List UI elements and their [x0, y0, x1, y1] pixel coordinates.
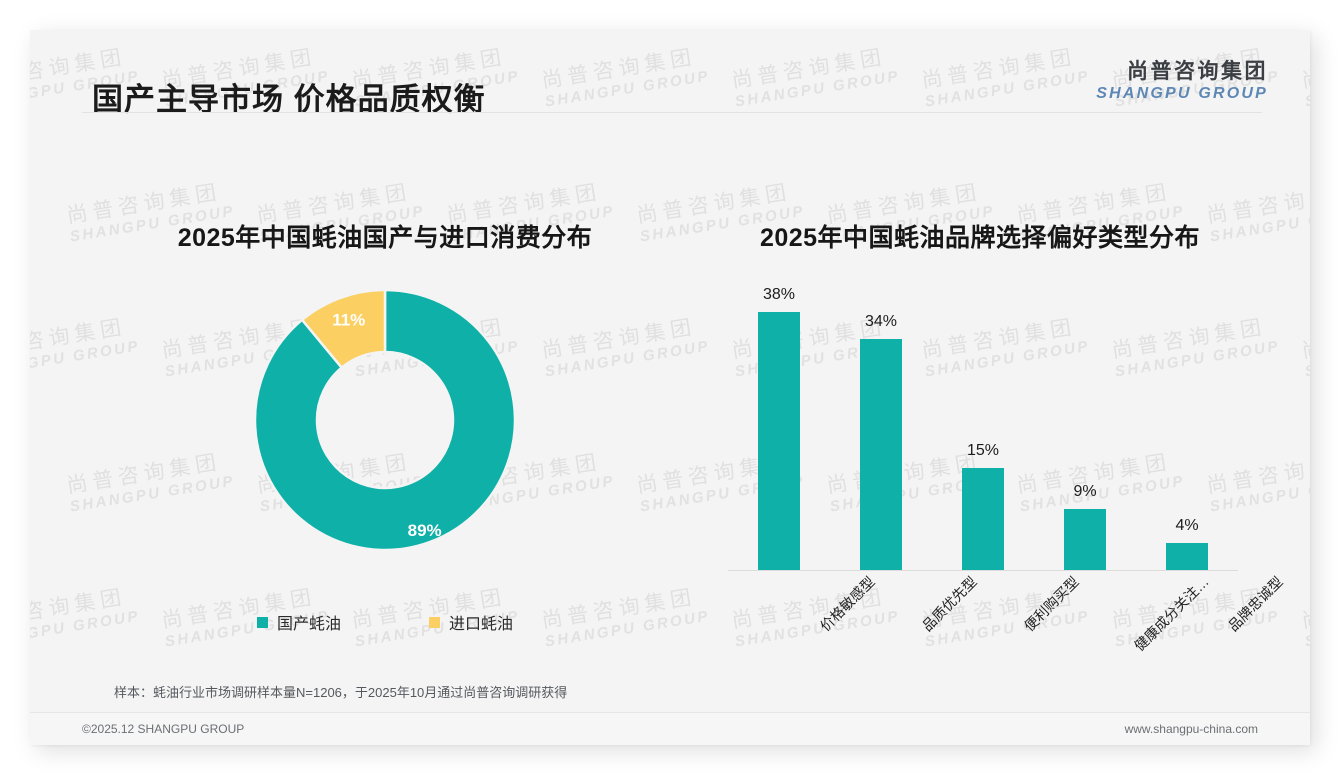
page-title: 国产主导市场 价格品质权衡 [92, 82, 486, 117]
donut-chart-area: 89% 11% [90, 270, 680, 570]
bar-column[interactable]: 15% [962, 285, 1004, 570]
slide-header: 国产主导市场 价格品质权衡 尚普咨询集团 SHANGPU GROUP [30, 30, 1310, 117]
bar-category-label: 品质优先型 [918, 573, 980, 635]
bar-column[interactable]: 38% [758, 285, 800, 570]
slide-footer: ©2025.12 SHANGPU GROUP www.shangpu-china… [30, 712, 1310, 745]
donut-chart-panel: 2025年中国蚝油国产与进口消费分布 89% 11% 国产蚝油 进口蚝油 [90, 190, 680, 670]
bar-value-label: 15% [966, 442, 1000, 460]
bar-value-label: 38% [762, 286, 796, 304]
bar-chart-tick-labels: 价格敏感型 品质优先型 便利购买型 健康成分关注… 品牌忠诚型 [728, 572, 1286, 662]
footnote-text: 样本：蚝油行业市场调研样本量N=1206，于2025年10月通过尚普咨询调研获得 [114, 685, 568, 700]
header-divider [82, 112, 1262, 113]
company-logo: 尚普咨询集团 SHANGPU GROUP [1096, 60, 1268, 103]
bar-value-label: 9% [1073, 482, 1097, 500]
bar-rect[interactable] [1166, 542, 1208, 570]
legend-label: 进口蚝油 [449, 616, 514, 633]
slide-card: 尚普咨询集团 SHANGPU GROUP 尚普咨询集团 SHANGPU GROUP 尚普… [30, 30, 1310, 745]
legend-swatch-icon [429, 616, 440, 628]
bar-value-label: 4% [1175, 516, 1199, 534]
donut-slice[interactable] [253, 288, 517, 552]
bar-column[interactable]: 4% [1166, 285, 1208, 570]
bar-chart-title: 2025年中国蚝油品牌选择偏好类型分布 [759, 224, 1201, 252]
bar-category-label: 健康成分关注… [1131, 573, 1212, 655]
footer-copyright: ©2025.12 SHANGPU GROUP [82, 722, 245, 736]
bar-chart-plot-area: 38% 34% 15% 9% 4% [728, 285, 1238, 571]
legend-item[interactable]: 进口蚝油 [429, 610, 513, 634]
donut-legend: 国产蚝油 进口蚝油 [90, 610, 680, 634]
bar-category-label: 价格敏感型 [816, 573, 878, 635]
bar-column[interactable]: 34% [860, 285, 902, 570]
bar-rect[interactable] [758, 312, 800, 570]
donut-slice[interactable] [300, 288, 387, 370]
donut-chart-title: 2025年中国蚝油国产与进口消费分布 [177, 224, 593, 252]
bar-value-label: 34% [864, 313, 898, 331]
bar-column[interactable]: 9% [1064, 285, 1106, 570]
donut-svg: 89% 11% [253, 288, 517, 552]
bar-rect[interactable] [860, 339, 902, 570]
footnote-band: 样本：蚝油行业市场调研样本量N=1206，于2025年10月通过尚普咨询调研获得 [30, 670, 1310, 713]
legend-swatch-icon [256, 616, 268, 628]
bar-category-label: 便利购买型 [1020, 573, 1082, 635]
bar-chart-axis-line [728, 570, 1238, 571]
footer-website: www.shangpu-china.com [1124, 722, 1258, 736]
legend-item[interactable]: 国产蚝油 [256, 610, 341, 634]
bar-category-label: 品牌忠诚型 [1224, 573, 1286, 635]
bar-chart-panel: 2025年中国蚝油品牌选择偏好类型分布 38% 34% 15% 9% 4% 价格敏感型品… [690, 190, 1286, 670]
logo-english-text: SHANGPU GROUP [1096, 85, 1268, 103]
donut-slice-label: 11% [332, 310, 365, 329]
bar-rect[interactable] [1064, 508, 1106, 570]
legend-label: 国产蚝油 [276, 616, 341, 633]
donut-slice-label: 89% [408, 521, 442, 540]
logo-chinese-text: 尚普咨询集团 [1127, 60, 1268, 83]
bar-rect[interactable] [962, 468, 1004, 570]
